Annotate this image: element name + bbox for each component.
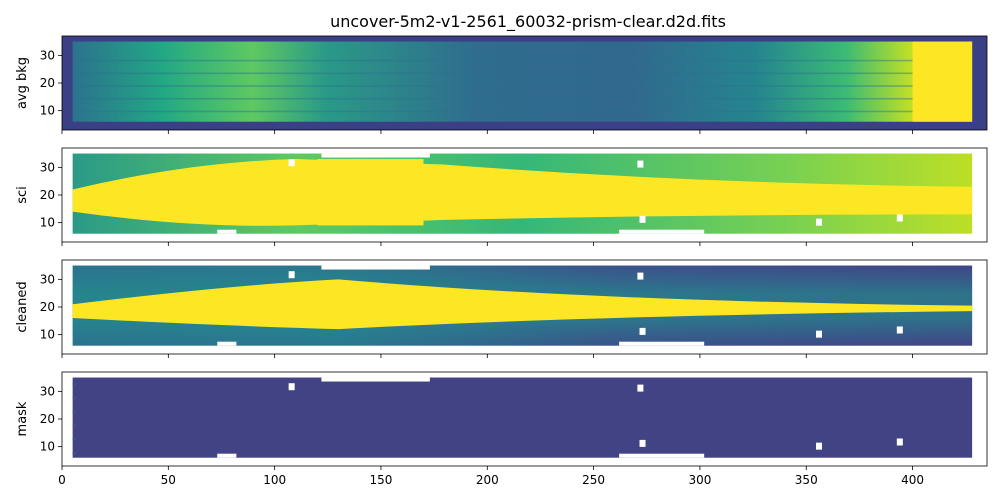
mask-stripe: [72, 410, 77, 413]
masked-pixel: [816, 218, 823, 226]
masked-pixel: [637, 272, 644, 280]
bkg-saturated: [912, 41, 973, 122]
masked-pixel: [288, 383, 295, 391]
y-axis-label: avg bkg: [15, 57, 30, 109]
mask-stripe: [72, 452, 77, 455]
masked-pixel: [896, 326, 903, 334]
bkg-streak: [72, 85, 973, 87]
bkg-streak: [72, 97, 973, 100]
y-axis-label: mask: [15, 401, 30, 436]
top-gap: [321, 265, 430, 270]
y-tick-label: 30: [40, 384, 55, 398]
heatmap-image: [72, 377, 973, 458]
y-tick-label: 10: [40, 216, 55, 230]
sci-bright: [317, 159, 424, 226]
y-tick-label: 10: [40, 328, 55, 342]
y-tick-label: 20: [40, 300, 55, 314]
mask-stripe: [72, 383, 77, 386]
x-tick-label: 0: [58, 473, 66, 487]
masked-pixel: [639, 439, 646, 447]
bottom-gap: [217, 341, 237, 346]
x-tick-label: 250: [582, 473, 605, 487]
masked-pixel: [816, 442, 823, 450]
y-axis-label: cleaned: [15, 281, 30, 332]
mask-stripe: [72, 424, 77, 427]
mask-stripe: [72, 438, 77, 441]
x-tick-label: 350: [795, 473, 818, 487]
figure-title: uncover-5m2-v1-2561_60032-prism-clear.d2…: [330, 12, 726, 32]
masked-pixel: [896, 214, 903, 222]
y-tick-label: 20: [40, 76, 55, 90]
cleaned-trace: [72, 279, 973, 330]
x-tick-label: 150: [370, 473, 393, 487]
panel-cleaned: 10 20 30 cleaned: [15, 259, 988, 358]
y-tick-label: 20: [40, 188, 55, 202]
y-tick-label: 10: [40, 104, 55, 118]
mask-stripe: [72, 396, 77, 399]
sci-trace: [72, 159, 973, 226]
masked-pixel: [896, 438, 903, 446]
masked-pixel: [288, 271, 295, 279]
top-gap: [321, 377, 430, 382]
masked-pixel: [816, 330, 823, 338]
y-tick-label: 30: [40, 48, 55, 62]
bottom-gap: [619, 453, 705, 458]
bkg-streak: [72, 72, 973, 75]
bottom-gap: [619, 229, 705, 234]
panel-avg-bkg: 10 20 30 avg bkg: [15, 35, 988, 134]
masked-pixel: [639, 327, 646, 335]
x-tick-label: 300: [688, 473, 711, 487]
x-tick-label: 100: [263, 473, 286, 487]
x-tick-label: 50: [161, 473, 176, 487]
x-tick-label: 200: [476, 473, 499, 487]
bkg-streak: [72, 110, 973, 113]
masked-pixel: [288, 159, 295, 167]
panel-sci: 10 20 30 sci: [15, 147, 988, 246]
masked-pixel: [637, 160, 644, 168]
y-tick-label: 30: [40, 160, 55, 174]
bottom-gap: [619, 341, 705, 346]
bottom-gap: [217, 229, 237, 234]
masked-pixel: [637, 384, 644, 392]
bkg-streak: [72, 59, 973, 62]
heatmap-image: [72, 41, 973, 122]
y-axis-label: sci: [15, 186, 30, 204]
masked-pixel: [639, 215, 646, 223]
x-tick-label: 400: [901, 473, 924, 487]
bottom-gap: [217, 453, 237, 458]
top-gap: [321, 153, 430, 158]
y-tick-label: 20: [40, 412, 55, 426]
y-tick-label: 10: [40, 440, 55, 454]
y-tick-label: 30: [40, 272, 55, 286]
